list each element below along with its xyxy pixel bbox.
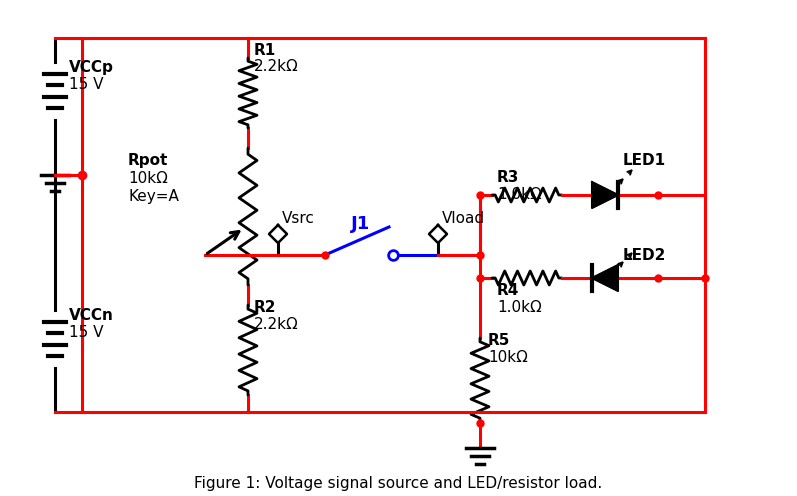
Text: 10kΩ: 10kΩ	[488, 350, 528, 365]
Text: Rpot: Rpot	[128, 153, 168, 168]
Text: Figure 1: Voltage signal source and LED/resistor load.: Figure 1: Voltage signal source and LED/…	[194, 476, 602, 491]
Text: R2: R2	[254, 300, 277, 315]
Text: LED1: LED1	[623, 153, 666, 168]
Text: R1: R1	[254, 43, 277, 58]
Text: VCCn: VCCn	[69, 308, 114, 323]
Text: LED2: LED2	[623, 248, 666, 263]
Text: 15 V: 15 V	[69, 325, 104, 340]
Polygon shape	[592, 182, 618, 208]
Text: 2.2kΩ: 2.2kΩ	[254, 317, 299, 332]
Text: R3: R3	[497, 170, 520, 185]
Text: R4: R4	[497, 283, 520, 298]
Text: 15 V: 15 V	[69, 77, 104, 92]
Text: Vload: Vload	[442, 211, 485, 226]
Text: Key=A: Key=A	[128, 189, 179, 204]
Text: J1: J1	[351, 215, 371, 233]
Text: 1.0kΩ: 1.0kΩ	[497, 300, 542, 315]
Text: 1.0kΩ: 1.0kΩ	[497, 187, 542, 202]
Polygon shape	[592, 265, 618, 291]
Text: Vsrc: Vsrc	[282, 211, 315, 226]
Text: VCCp: VCCp	[69, 60, 114, 75]
Text: R5: R5	[488, 333, 510, 348]
Text: 2.2kΩ: 2.2kΩ	[254, 59, 299, 74]
Text: 10kΩ: 10kΩ	[128, 171, 168, 186]
